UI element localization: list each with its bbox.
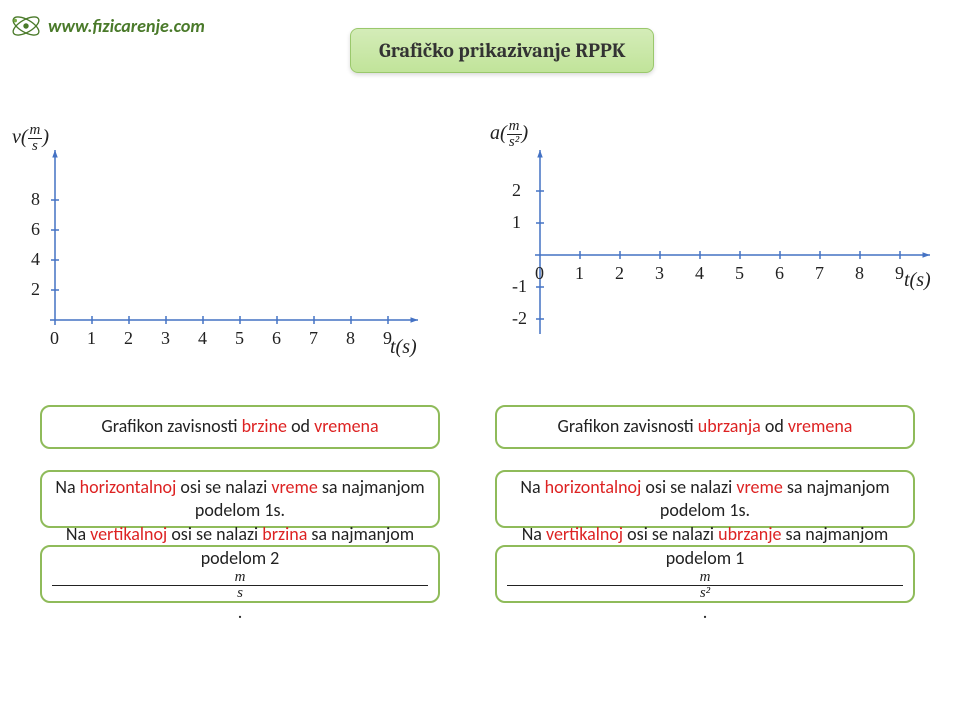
y-tick-label: 2 [512, 180, 521, 201]
logo-text: www.fizicarenje.com [48, 15, 205, 37]
site-logo: www.fizicarenje.com [8, 8, 205, 44]
velocity-chart: 01234567892468v(ms)t(s) [0, 115, 480, 375]
y-axis-label: a(ms²) [490, 119, 528, 150]
y-tick-label: 4 [31, 249, 40, 270]
x-tick-label: 0 [50, 328, 59, 349]
x-tick-label: 2 [615, 263, 624, 284]
y-tick-label: 6 [31, 219, 40, 240]
y-axis-label: v(ms) [12, 123, 49, 154]
acceleration-chart: 0 1 2 3 4 5 6 7 8 9 -2 -1 1 2 a(ms²) t(s) [480, 115, 960, 375]
x-tick-label: 8 [855, 263, 864, 284]
x-tick-label: 5 [235, 328, 244, 349]
y-tick-label: -2 [512, 308, 527, 329]
x-tick-label: 5 [735, 263, 744, 284]
x-axis-label: t(s) [904, 269, 931, 292]
x-axis-label: t(s) [390, 336, 417, 359]
info-box-velocity-yaxis: Na vertikalnoj osi se nalazi brzina sa n… [40, 545, 440, 603]
page-title: Grafičko prikazivanje RPPK [350, 28, 654, 73]
x-tick-label: 8 [346, 328, 355, 349]
charts-container: 0 1 2 3 4 5 6 7 8 9 2 4 6 8 v(ms) t(s) 0 1 2 3 4 5 6 7 8 9 -2 -1 1 2… [0, 115, 960, 395]
info-box-accel-title: Grafikon zavisnosti ubrzanja od vremena [495, 405, 915, 449]
info-box-velocity-title: Grafikon zavisnosti brzine od vremena [40, 405, 440, 449]
x-tick-label: 3 [655, 263, 664, 284]
x-tick-label: 1 [87, 328, 96, 349]
info-box-accel-yaxis: Na vertikalnoj osi se nalazi ubrzanje sa… [495, 545, 915, 603]
y-tick-label: 2 [31, 279, 40, 300]
x-tick-label: 3 [161, 328, 170, 349]
y-tick-label: 8 [31, 189, 40, 210]
x-tick-label: 0 [535, 263, 544, 284]
x-tick-label: 4 [695, 263, 704, 284]
info-box-velocity-xaxis: Na horizontalnoj osi se nalazi vreme sa … [40, 470, 440, 528]
x-tick-label: 9 [895, 263, 904, 284]
x-tick-label: 6 [272, 328, 281, 349]
logo-icon [8, 8, 44, 44]
x-tick-label: 7 [309, 328, 318, 349]
x-tick-label: 1 [575, 263, 584, 284]
x-tick-label: 6 [775, 263, 784, 284]
y-tick-label: -1 [512, 276, 527, 297]
x-tick-label: 4 [198, 328, 207, 349]
x-tick-label: 7 [815, 263, 824, 284]
y-tick-label: 1 [512, 212, 521, 233]
x-tick-label: 2 [124, 328, 133, 349]
info-box-accel-xaxis: Na horizontalnoj osi se nalazi vreme sa … [495, 470, 915, 528]
